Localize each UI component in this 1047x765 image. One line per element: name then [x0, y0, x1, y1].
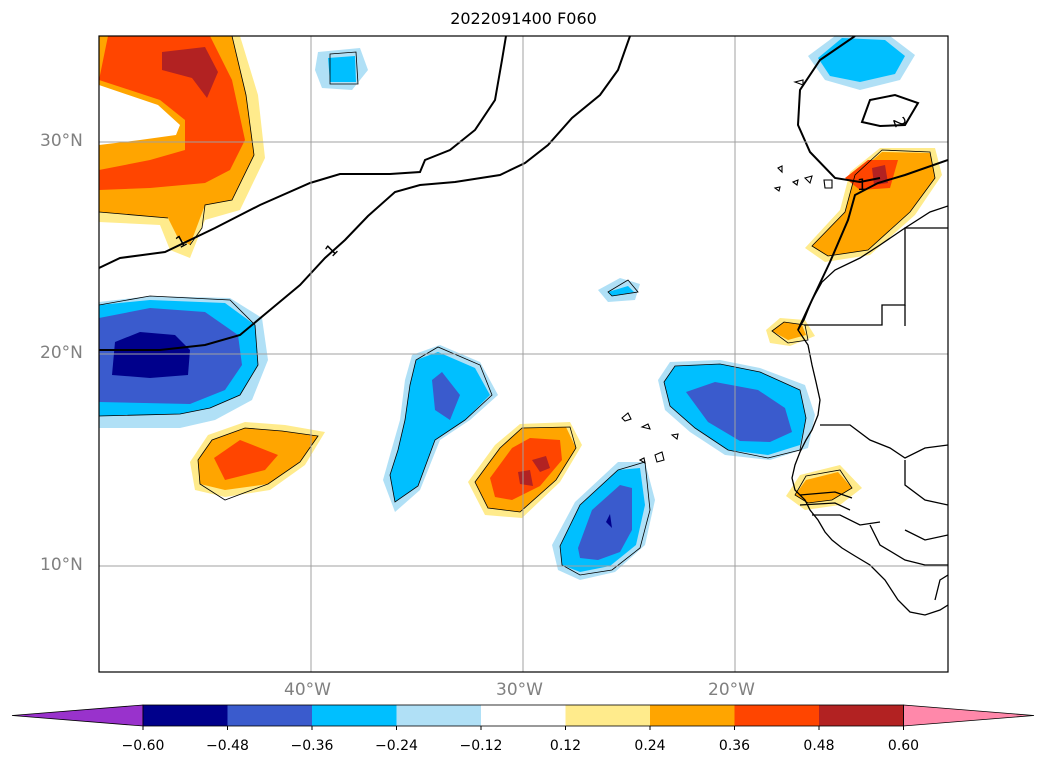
- colorbar-tick-label: 0.48: [803, 738, 835, 754]
- anomaly-negative-west: [99, 296, 268, 428]
- colorbar-outline: [142, 704, 904, 727]
- anomaly-negative-small-east: [598, 278, 640, 302]
- colorbar-tick-label: 0.60: [887, 738, 920, 754]
- colorbar-segment: [481, 705, 566, 726]
- colorbar-extend-high: [903, 704, 1035, 727]
- colorbar-tick-label: 0.12: [549, 738, 582, 754]
- lat-label-20n: 20°N: [40, 343, 83, 363]
- lon-label-20w: 20°W: [708, 680, 755, 700]
- anomaly-negative-south-central: [552, 462, 655, 580]
- colorbar-segment: [312, 705, 397, 726]
- colorbar-tick-label: −0.12: [459, 738, 503, 754]
- colorbar-tick-label: −0.48: [206, 738, 249, 754]
- colorbar: [11, 704, 1035, 730]
- lat-label-10n: 10°N: [40, 555, 83, 575]
- colorbar-tick-label: −0.36: [290, 738, 334, 754]
- contour-labels: 1 1 1 2: [172, 114, 910, 260]
- colorbar-segment: [396, 705, 482, 726]
- lon-label-30w: 30°W: [496, 680, 543, 700]
- colorbar-segment: [143, 705, 228, 726]
- map-frame: [98, 35, 949, 673]
- anomaly-positive-central: [468, 422, 582, 518]
- map-content: [99, 36, 948, 616]
- anomaly-positive-northwest: [99, 36, 265, 258]
- anomaly-negative-east: [658, 360, 815, 460]
- lon-label-40w: 40°W: [284, 680, 331, 700]
- colorbar-tick-label: −0.24: [375, 738, 418, 754]
- islands: [621, 79, 833, 465]
- isolines: [99, 36, 948, 351]
- anomaly-positive-small-gambia: [786, 465, 862, 510]
- colorbar-segment: [227, 705, 313, 726]
- gridlines: [99, 36, 948, 672]
- coastlines: [791, 205, 948, 616]
- colorbar-extend-low: [11, 704, 144, 727]
- colorbar-tick-label: 0.36: [718, 738, 751, 754]
- anomaly-positive-west-central: [190, 422, 325, 497]
- map-title: 2022091400 F060: [450, 9, 597, 28]
- colorbar-tick-label: 0.24: [634, 738, 666, 754]
- colorbar-segment: [734, 705, 820, 726]
- anomaly-negative-central: [383, 345, 498, 512]
- anomaly-negative-small-north: [315, 48, 368, 90]
- contour-label: 1: [857, 175, 867, 194]
- contour-label: 2: [889, 114, 910, 130]
- colorbar-segment: [565, 705, 651, 726]
- colorbar-segment: [650, 705, 735, 726]
- colorbar-tick-label: −0.60: [121, 738, 165, 754]
- anomaly-negative-northeast: [808, 36, 915, 90]
- colorbar-segment: [819, 705, 904, 726]
- lat-label-30n: 30°N: [40, 131, 83, 151]
